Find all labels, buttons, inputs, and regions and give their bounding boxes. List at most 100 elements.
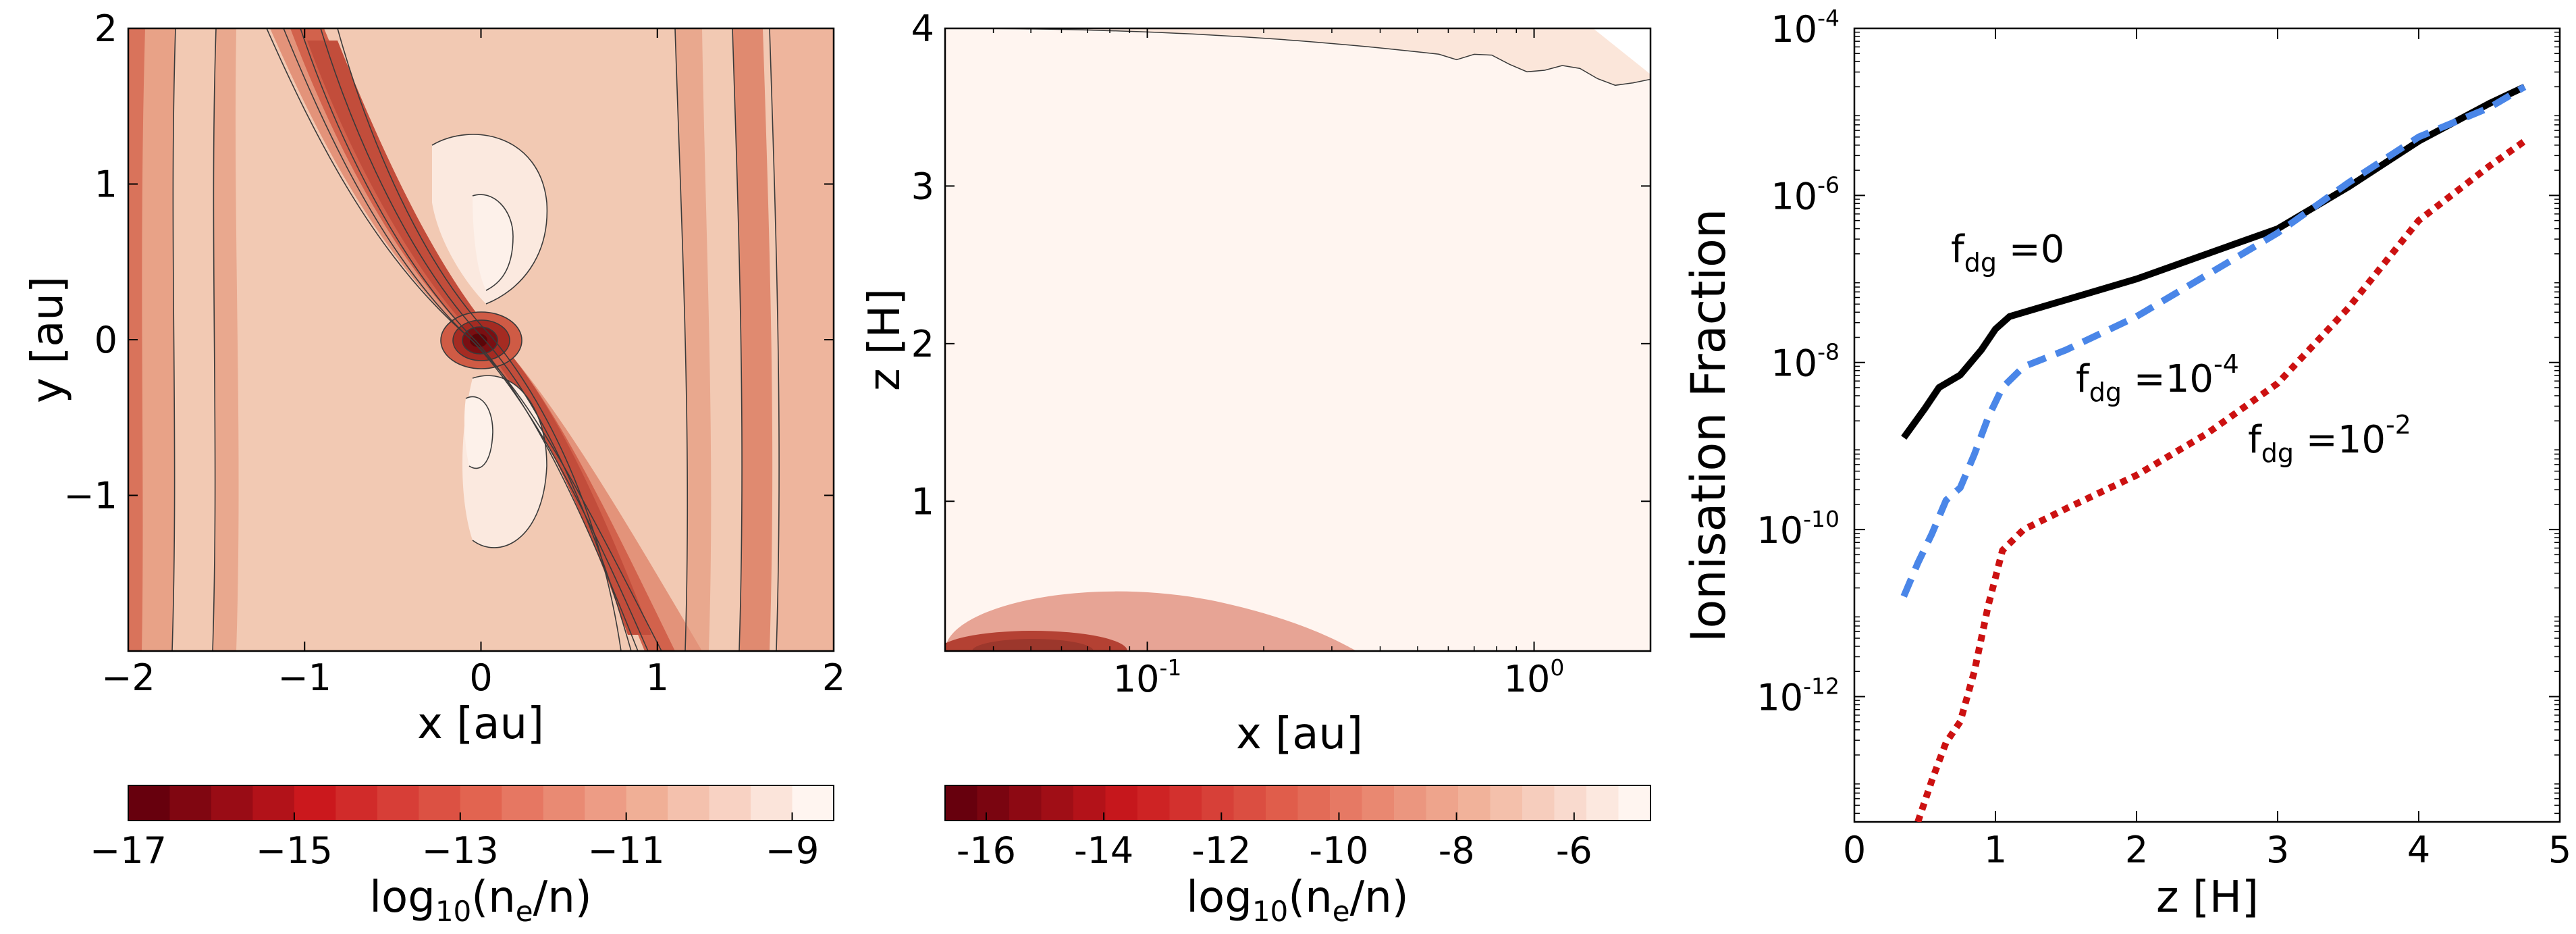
left-colorbar-swatch <box>252 785 295 821</box>
middle-colorbar-tick-label: -16 <box>957 829 1016 872</box>
right-x-tick-label: 5 <box>2548 829 2571 871</box>
series-label-fdg-1e-2: fdg =10-2 <box>2248 410 2411 468</box>
series-line-0 <box>1901 84 2526 440</box>
left-x-tick-label: −1 <box>277 656 331 699</box>
left-colorbar-swatch <box>543 785 585 821</box>
middle-colorbar: -16 -14 -12 -10 -8 -6 <box>944 785 1651 872</box>
left-colorbar-swatch <box>169 785 212 821</box>
middle-y-tick-label: 3 <box>911 165 934 207</box>
middle-colorbar-tick-label: -8 <box>1439 829 1475 872</box>
right-series-lines <box>1900 84 2527 822</box>
right-x-tick-label: 0 <box>1843 829 1866 871</box>
middle-colorbar-swatch <box>1169 785 1202 821</box>
left-colorbar-swatch <box>128 785 170 821</box>
series-line-1 <box>1900 84 2527 598</box>
middle-colorbar-swatch <box>1394 785 1426 821</box>
left-y-tick-label: 0 <box>95 319 117 361</box>
left-colorbar-swatch <box>377 785 419 821</box>
middle-colorbar-swatch <box>945 785 977 821</box>
series-label-fdg-1e-4: fdg =10-4 <box>2076 349 2239 407</box>
middle-colorbar-swatch <box>977 785 1010 821</box>
left-colorbar-swatch <box>585 785 627 821</box>
right-y-tick-label: 10-12 <box>1756 673 1840 719</box>
left-colorbar: −17 −15 −13 −11 −9 <box>90 785 834 872</box>
right-y-axis-label: Ionisation Fraction <box>1681 209 1736 642</box>
middle-colorbar-label: log10(ne/n) <box>1186 873 1408 928</box>
left-axis-ticks: −2 −1 0 1 2 −1 0 1 2 <box>63 7 845 699</box>
middle-colorbar-swatch <box>1618 785 1651 821</box>
middle-plot-frame <box>944 27 1652 652</box>
right-x-tick-label: 2 <box>2125 829 2148 871</box>
middle-colorbar-tick-label: -12 <box>1191 829 1251 872</box>
series-label-fdg-0: fdg =0 <box>1951 228 2064 278</box>
left-y-tick-label: −1 <box>63 475 117 517</box>
left-y-axis-label: y [au] <box>23 276 73 403</box>
middle-colorbar-swatch <box>1522 785 1555 821</box>
middle-colorbar-swatch <box>1202 785 1234 821</box>
left-colorbar-label: log10(ne/n) <box>369 873 591 928</box>
left-x-tick-label: −2 <box>101 656 155 699</box>
middle-colorbar-swatch <box>1554 785 1587 821</box>
left-colorbar-swatch <box>336 785 378 821</box>
left-contour-lines <box>171 28 780 651</box>
middle-contour-band <box>945 28 1651 651</box>
right-y-tick-label: 10-10 <box>1756 506 1840 552</box>
right-x-tick-label: 3 <box>2266 829 2289 871</box>
left-y-tick-label: 2 <box>95 7 117 50</box>
middle-x-tick-label: 100 <box>1504 654 1565 700</box>
left-colorbar-swatch <box>751 785 793 821</box>
middle-colorbar-frame <box>944 785 1651 821</box>
right-y-tick-label: 10-4 <box>1771 5 1840 51</box>
right-x-axis-label: z [H] <box>2156 873 2259 923</box>
series-line-2 <box>1914 138 2527 822</box>
middle-colorbar-tick-label: -10 <box>1309 829 1368 872</box>
middle-colorbar-tick-label: -14 <box>1074 829 1133 872</box>
left-colorbar-swatch <box>460 785 502 821</box>
middle-y-tick-label: 1 <box>911 480 934 523</box>
left-colorbar-swatch <box>709 785 751 821</box>
left-colorbar-swatch <box>211 785 253 821</box>
left-x-tick-label: 1 <box>646 656 669 699</box>
right-x-tick-label: 1 <box>1984 829 2007 871</box>
middle-colorbar-swatch <box>1137 785 1170 821</box>
middle-colorbar-swatch <box>1009 785 1042 821</box>
left-colorbar-swatch <box>502 785 544 821</box>
right-y-tick-label: 10-6 <box>1771 172 1840 217</box>
left-colorbar-swatch <box>294 785 336 821</box>
middle-colorbar-swatch <box>1426 785 1459 821</box>
middle-colorbar-swatch <box>1458 785 1491 821</box>
left-x-tick-label: 0 <box>469 656 492 699</box>
left-colorbar-swatch <box>626 785 668 821</box>
middle-colorbar-swatch <box>1297 785 1331 821</box>
left-colorbar-tick-label: −17 <box>90 829 167 872</box>
middle-colorbar-swatch <box>1362 785 1395 821</box>
left-colorbar-swatch <box>792 785 834 821</box>
left-colorbar-tick-label: −13 <box>422 829 499 872</box>
left-y-tick-label: 1 <box>95 163 117 206</box>
left-colorbar-tick-label: −9 <box>766 829 820 872</box>
middle-colorbar-swatch <box>1233 785 1266 821</box>
left-x-axis-label: x [au] <box>417 699 544 749</box>
right-x-tick-label: 4 <box>2407 829 2430 871</box>
middle-axis-ticks: 10-1 100 1 2 3 4 <box>911 7 1651 700</box>
middle-colorbar-swatch <box>1266 785 1298 821</box>
middle-colorbar-tick-label: -6 <box>1556 829 1592 872</box>
left-colorbar-tick-label: −11 <box>588 829 665 872</box>
right-y-tick-label: 10-8 <box>1771 339 1840 385</box>
left-x-tick-label: 2 <box>822 656 845 699</box>
left-colorbar-swatch <box>419 785 461 821</box>
middle-colorbar-swatch <box>1586 785 1619 821</box>
middle-colorbar-swatch <box>1490 785 1523 821</box>
right-axis-ticks: 0 1 2 3 4 5 10-12 10-10 10-8 10-6 10-4 <box>1756 5 2571 871</box>
left-colorbar-frame <box>128 785 834 821</box>
middle-x-axis-label: x [au] <box>1236 709 1363 759</box>
middle-colorbar-swatch <box>1330 785 1362 821</box>
middle-y-tick-label: 2 <box>911 323 934 365</box>
left-colorbar-swatch <box>668 785 710 821</box>
right-line-panel: 0 1 2 3 4 5 10-12 10-10 10-8 10-6 10-4 z [H] Ionis… <box>1681 5 2571 923</box>
right-plot-frame <box>1853 27 2561 823</box>
middle-colorbar-swatch <box>1041 785 1074 821</box>
middle-y-tick-label: 4 <box>911 7 934 50</box>
